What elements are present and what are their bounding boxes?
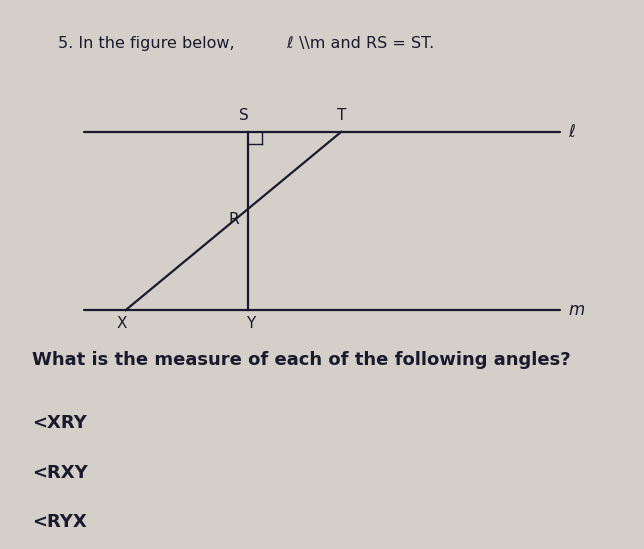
Text: <XRY: <XRY [32, 414, 87, 433]
Text: R: R [229, 212, 240, 227]
Text: 5. In the figure below,: 5. In the figure below, [58, 36, 240, 51]
Text: ℓ: ℓ [287, 36, 293, 51]
Text: T: T [337, 108, 346, 124]
Text: Y: Y [246, 316, 256, 331]
Text: \\m and RS = ST.: \\m and RS = ST. [299, 36, 435, 51]
Text: m: m [568, 301, 584, 319]
Text: ℓ: ℓ [568, 123, 575, 141]
Text: <RXY: <RXY [32, 464, 88, 482]
Text: X: X [116, 316, 127, 331]
Text: S: S [239, 108, 249, 124]
Text: <RYX: <RYX [32, 513, 87, 531]
Text: What is the measure of each of the following angles?: What is the measure of each of the follo… [32, 351, 571, 369]
